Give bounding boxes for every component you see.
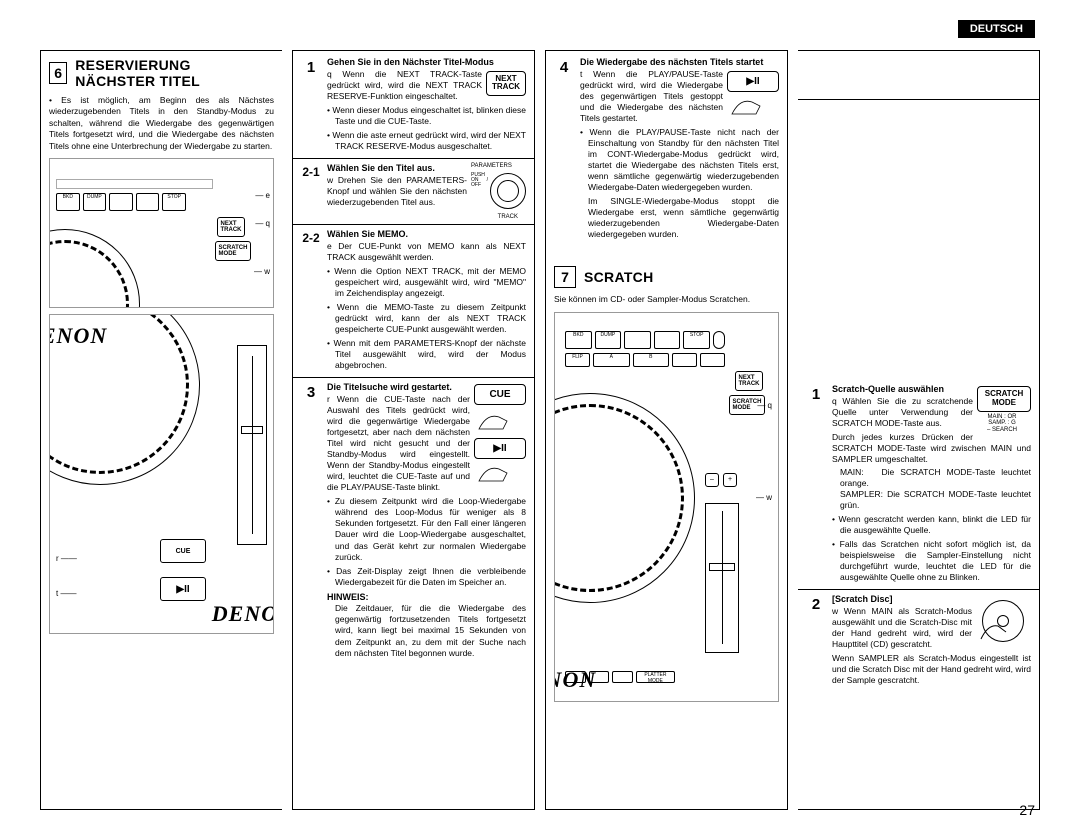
step-2-2-bullet-2: • Wenn die MEMO-Taste zu diesem Zeitpunk…	[327, 302, 526, 335]
section-6-head: 6 RESERVIERUNG NÄCHSTER TITEL	[49, 57, 274, 89]
scratch-2-num: 2	[806, 594, 826, 613]
hinweis-body: Die Zeitdauer, für die die Wiedergabe de…	[327, 603, 526, 658]
step-3: 3 Die Titelsuche wird gestartet. CUE ▶II…	[301, 382, 526, 658]
section-7-intro: Sie können im CD- oder Sampler-Modus Scr…	[554, 294, 779, 305]
scratch-1-bullet-2: • Falls das Scratchen nicht sofort mögli…	[832, 539, 1031, 583]
step-1: 1 Gehen Sie in den Nächster Titel-Modus …	[301, 57, 526, 152]
scratch-2-head: [Scratch Disc]	[832, 594, 893, 604]
cue-button-icon: CUE	[474, 384, 526, 405]
step-3-bullet-1: • Zu diesem Zeitpunkt wird die Loop-Wied…	[327, 496, 526, 562]
scratch-1-body2: Durch jedes kurzes Drücken der SCRATCH M…	[832, 432, 1031, 465]
step-4-num: 4	[554, 57, 574, 76]
section-7-head: 7 SCRATCH	[554, 266, 779, 288]
scratch-mode-button-icon: SCRATCH MODE	[977, 386, 1031, 412]
device-diagram-upper: NEXTTRACK SCRATCHMODE — e — q — w BKD DU…	[49, 158, 274, 308]
step-4: 4 Die Wiedergabe des nächsten Titels sta…	[554, 57, 779, 240]
step-3-head: Die Titelsuche wird gestartet.	[327, 382, 452, 392]
step-1-bullet-1: • Wenn dieser Modus eingeschaltet ist, b…	[327, 105, 526, 127]
column-4: 1 Scratch-Quelle auswählen SCRATCH MODE …	[798, 50, 1040, 810]
step-1-head: Gehen Sie in den Nächster Titel-Modus	[327, 57, 494, 67]
scratch-1-bullet-1: • Wenn gescratcht werden kann, blinkt di…	[832, 514, 1031, 536]
parameters-knob-icon: PARAMETERS PUSH ON / OFF TRACK	[471, 163, 526, 218]
step-1-bullet-2: • Wenn die aste erneut gedrückt wird, wi…	[327, 130, 526, 152]
section-6-number: 6	[49, 62, 67, 84]
play-pause-button-icon: ▶II	[727, 71, 779, 92]
step-3-num: 3	[301, 382, 321, 401]
scratch-mode-sublabel: MAIN : OR SAMP. : G – SEARCH	[973, 414, 1031, 434]
section-6-intro: • Es ist möglich, am Beginn des als Näch…	[49, 95, 274, 152]
scratch-disc-icon	[976, 594, 1031, 649]
step-3-bullet-2: • Das Zeit-Display zeigt Ihnen die verbl…	[327, 566, 526, 588]
step-4-bullet-2: Im SINGLE-Wiedergabe-Modus stoppt die Wi…	[580, 196, 779, 240]
step-4-bullet-1: • Wenn die PLAY/PAUSE-Taste nicht nach d…	[580, 127, 779, 193]
hand-press-icon	[470, 409, 520, 433]
step-2-1: 2-1 Wählen Sie den Titel aus. PARAMETERS…	[301, 163, 526, 218]
play-pause-button-icon: ▶II	[474, 438, 526, 459]
step-2-2-bullet-1: • Wenn die Option NEXT TRACK, mit der ME…	[327, 266, 526, 299]
hand-press-icon	[723, 94, 773, 118]
section-7-number: 7	[554, 266, 576, 288]
scratch-step-1: 1 Scratch-Quelle auswählen SCRATCH MODE …	[806, 384, 1031, 583]
section-7-title: SCRATCH	[584, 269, 654, 285]
scratch-2-body2: Wenn SAMPLER als Scratch-Modus eingestel…	[832, 653, 1031, 686]
scratch-1-num: 1	[806, 384, 826, 403]
step-2-2-num: 2-2	[301, 229, 321, 245]
step-2-2-body: e Der CUE-Punkt von MEMO kann als NEXT T…	[327, 241, 526, 263]
step-2-1-num: 2-1	[301, 163, 321, 179]
column-3: 4 Die Wiedergabe des nächsten Titels sta…	[545, 50, 788, 810]
language-badge: DEUTSCH	[958, 20, 1035, 38]
hinweis-head: HINWEIS:	[327, 592, 369, 602]
step-4-head: Die Wiedergabe des nächsten Titels start…	[580, 57, 763, 67]
step-2-2-bullet-3: • Wenn mit dem PARAMETERS-Knopf der näch…	[327, 338, 526, 371]
step-2-2: 2-2 Wählen Sie MEMO. e Der CUE-Punkt von…	[301, 229, 526, 371]
hand-press-icon	[470, 461, 520, 485]
column-2: 1 Gehen Sie in den Nächster Titel-Modus …	[292, 50, 535, 810]
step-1-num: 1	[301, 57, 321, 76]
step-2-2-head: Wählen Sie MEMO.	[327, 229, 408, 239]
section-6-title: RESERVIERUNG NÄCHSTER TITEL	[75, 57, 274, 89]
step-2-1-head: Wählen Sie den Titel aus.	[327, 163, 435, 173]
next-track-button-icon: NEXT TRACK	[486, 71, 526, 97]
device-diagram-lower: DENON CUE ▶II r —— t —— DENON	[49, 314, 274, 634]
scratch-1-head: Scratch-Quelle auswählen	[832, 384, 944, 394]
scratch-step-2: 2 [Scratch Disc] w Wenn MAIN als Scratch…	[806, 594, 1031, 686]
device-diagram-scratch: BKD DUMP STOP FLIP A B NEXTTRACK SCRATCH…	[554, 312, 779, 702]
scratch-1-main: MAIN: Die SCRATCH MODE-Taste leuchtet or…	[832, 467, 1031, 489]
column-layout: 6 RESERVIERUNG NÄCHSTER TITEL • Es ist m…	[40, 50, 1040, 810]
column-1: 6 RESERVIERUNG NÄCHSTER TITEL • Es ist m…	[40, 50, 282, 810]
scratch-1-sampler: SAMPLER: Die SCRATCH MODE-Taste leuchtet…	[832, 489, 1031, 511]
